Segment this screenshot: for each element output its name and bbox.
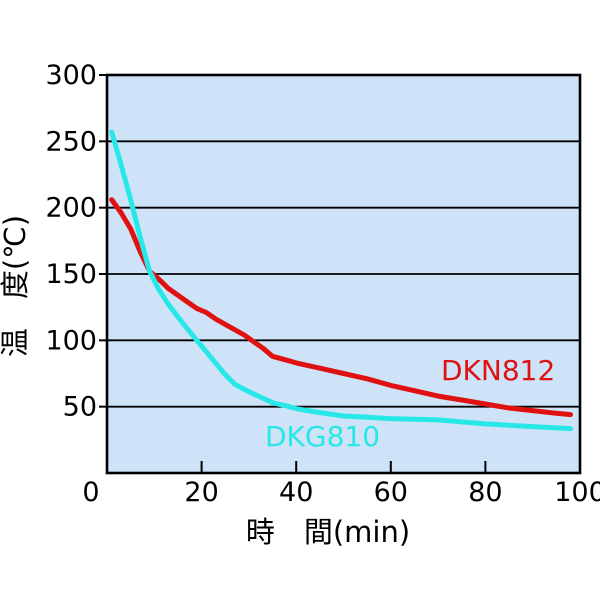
series-lines-group	[109, 129, 573, 432]
x-tick-label-100: 100	[554, 477, 600, 508]
x-axis-ticks-group	[200, 461, 487, 473]
x-tick-label-20: 20	[184, 477, 218, 508]
y-tick-label-150: 150	[45, 259, 97, 290]
y-axis-title: 温 度(℃)	[0, 215, 32, 357]
x-tick-label-60: 60	[374, 477, 408, 508]
y-axis-tick-labels: 300 250 200 150 100 50	[45, 60, 97, 423]
y-tick-label-250: 250	[45, 126, 97, 157]
gridlines-group	[107, 140, 580, 408]
y-tick-label-300: 300	[45, 60, 97, 91]
x-tick-label-40: 40	[279, 477, 313, 508]
y-tick-label-50: 50	[63, 392, 97, 423]
y-axis-ticks-group	[99, 74, 107, 408]
x-axis-title: 時 間(min)	[246, 515, 410, 549]
series-line-dkg810	[109, 129, 573, 432]
series-label-dkg810: DKG810	[265, 420, 380, 453]
x-axis-tick-labels: 0 20 40 60 80 100	[82, 477, 600, 508]
plot-border	[105, 73, 582, 475]
y-tick-label-100: 100	[45, 325, 97, 356]
x-tick-label-80: 80	[468, 477, 502, 508]
y-tick-label-200: 200	[45, 193, 97, 224]
series-line-dkn812	[109, 197, 573, 418]
series-label-dkn812: DKN812	[441, 354, 555, 387]
x-tick-label-0: 0	[82, 477, 99, 508]
